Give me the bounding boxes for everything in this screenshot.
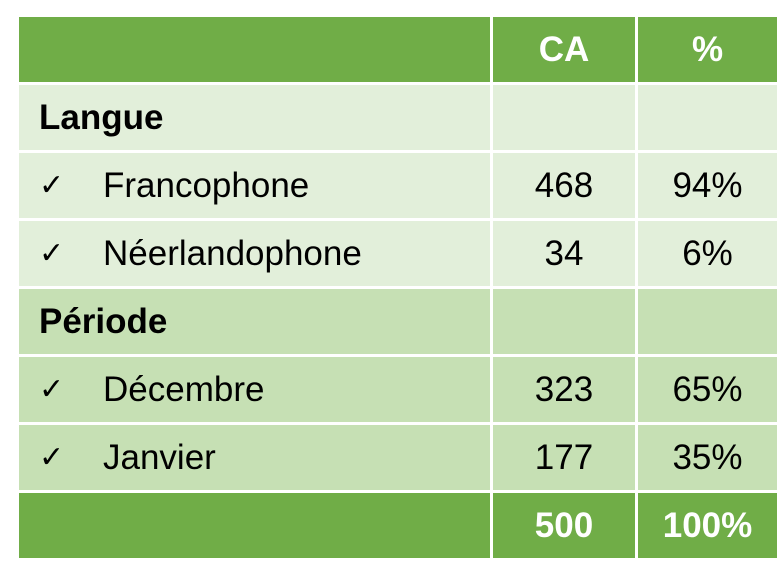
row-ca-value: 177 <box>490 422 638 493</box>
checkmark-icon: ✓ <box>39 439 65 475</box>
row-label-cell: ✓ Néerlandophone <box>16 218 493 289</box>
row-percent-value: 35% <box>635 422 780 493</box>
empty-cell <box>635 82 780 153</box>
total-percent-value: 100% <box>635 490 780 561</box>
empty-cell <box>635 286 780 357</box>
row-ca-value: 468 <box>490 150 638 221</box>
revenue-table-container: CA % Langue ✓ Francophone 468 94% ✓ Néerla… <box>16 14 780 561</box>
row-ca-value: 34 <box>490 218 638 289</box>
table-total-row: 500 100% <box>16 490 780 561</box>
header-ca: CA <box>490 14 638 85</box>
row-label: Francophone <box>103 165 310 205</box>
row-label-cell: ✓ Décembre <box>16 354 493 425</box>
revenue-breakdown-table: CA % Langue ✓ Francophone 468 94% ✓ Néerla… <box>16 14 780 561</box>
empty-cell <box>490 286 638 357</box>
checkmark-icon: ✓ <box>39 235 65 271</box>
section-title: Période <box>16 286 493 357</box>
header-percent: % <box>635 14 780 85</box>
table-row: ✓ Francophone 468 94% <box>16 150 780 221</box>
total-ca-value: 500 <box>490 490 638 561</box>
row-percent-value: 94% <box>635 150 780 221</box>
checkmark-icon: ✓ <box>39 371 65 407</box>
checkmark-icon: ✓ <box>39 167 65 203</box>
section-row-periode: Période <box>16 286 780 357</box>
header-empty-cell <box>16 14 493 85</box>
row-label: Janvier <box>103 437 216 477</box>
row-percent-value: 65% <box>635 354 780 425</box>
row-label-cell: ✓ Janvier <box>16 422 493 493</box>
table-row: ✓ Janvier 177 35% <box>16 422 780 493</box>
total-empty-cell <box>16 490 493 561</box>
row-label: Décembre <box>103 369 265 409</box>
section-row-langue: Langue <box>16 82 780 153</box>
row-percent-value: 6% <box>635 218 780 289</box>
table-header-row: CA % <box>16 14 780 85</box>
row-label: Néerlandophone <box>103 233 362 273</box>
table-row: ✓ Néerlandophone 34 6% <box>16 218 780 289</box>
row-label-cell: ✓ Francophone <box>16 150 493 221</box>
table-row: ✓ Décembre 323 65% <box>16 354 780 425</box>
row-ca-value: 323 <box>490 354 638 425</box>
empty-cell <box>490 82 638 153</box>
section-title: Langue <box>16 82 493 153</box>
